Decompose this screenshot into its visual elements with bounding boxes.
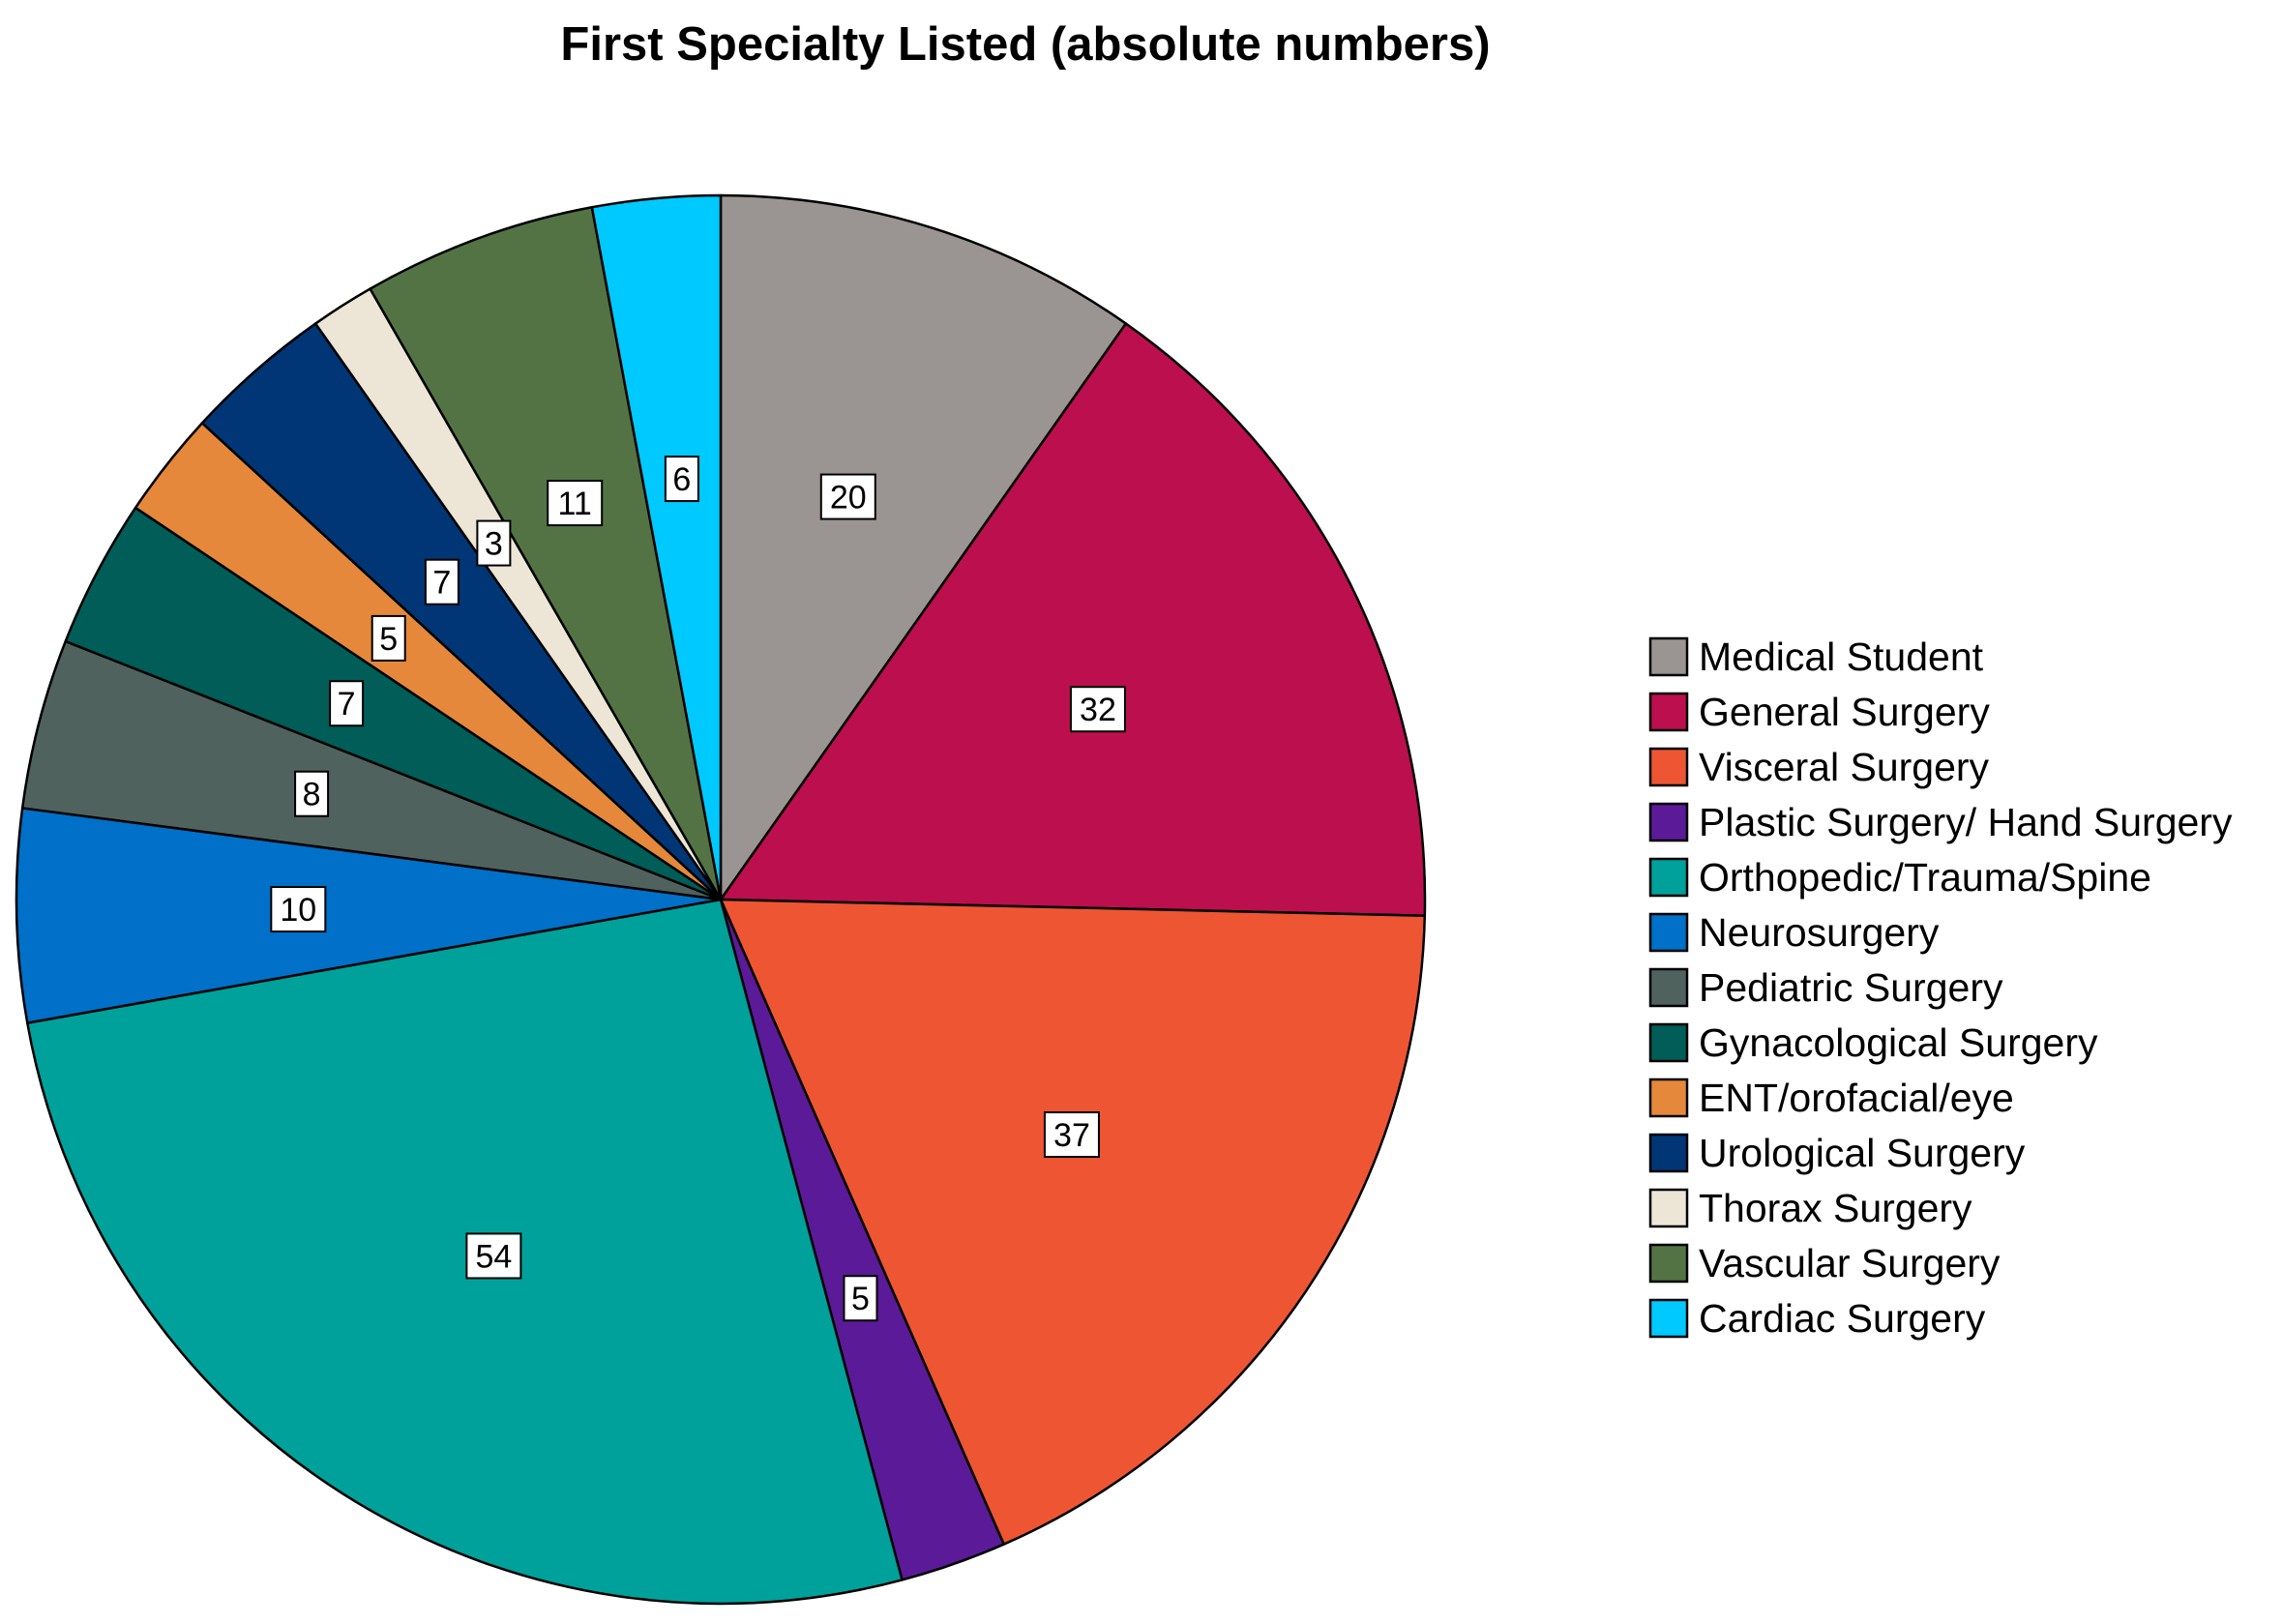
- data-label-box: [547, 480, 604, 527]
- data-label-box: [664, 456, 699, 503]
- data-label-box: [843, 1275, 878, 1322]
- data-label-urological-surgery: 7: [424, 558, 460, 605]
- legend-label: Plastic Surgery/ Hand Surgery: [1699, 800, 2233, 844]
- data-label-box: [270, 886, 327, 933]
- data-label-value: 54: [475, 1238, 512, 1275]
- data-label-value: 6: [672, 461, 691, 498]
- data-label-pediatric-surgery: 8: [294, 770, 330, 817]
- legend-label: Visceral Surgery: [1699, 745, 1990, 789]
- data-label-neurosurgery: 10: [270, 886, 327, 933]
- data-label-orthopedic-trauma-spine: 54: [465, 1232, 522, 1280]
- data-label-box: [424, 558, 460, 605]
- data-label-gynacological-surgery: 7: [329, 680, 365, 727]
- data-label-value: 20: [830, 480, 867, 517]
- legend-item-neurosurgery: Neurosurgery: [1648, 910, 1940, 955]
- legend-item-vascular-surgery: Vascular Surgery: [1648, 1241, 2001, 1285]
- legend-label: Thorax Surgery: [1699, 1186, 1972, 1230]
- legend-swatch: [1648, 1022, 1689, 1063]
- data-label-value: 37: [1053, 1117, 1090, 1154]
- legend-swatch: [1648, 967, 1689, 1008]
- chart-title: First Specialty Listed (absolute numbers…: [560, 18, 1490, 71]
- pie-slice-cardiac-surgery: [590, 193, 723, 901]
- pie-slice-orthopedic-trauma-spine: [26, 898, 904, 1606]
- legend-swatch: [1648, 692, 1689, 732]
- data-label-box: [329, 680, 365, 727]
- data-label-value: 5: [851, 1281, 870, 1317]
- legend-item-visceral-surgery: Visceral Surgery: [1648, 745, 1990, 789]
- data-label-box: [371, 614, 406, 662]
- data-label-cardiac-surgery: 6: [664, 456, 699, 503]
- legend-swatch: [1648, 636, 1689, 677]
- data-label-value: 7: [338, 686, 356, 723]
- legend: Medical Student General Surgery Visceral S…: [1648, 635, 2233, 1341]
- data-label-box: [1069, 686, 1126, 733]
- pie-slice-neurosurgery: [15, 807, 723, 1024]
- data-label-value: 5: [379, 621, 398, 658]
- legend-label: General Surgery: [1699, 690, 1990, 734]
- legend-item-gynacological-surgery: Gynacological Surgery: [1648, 1020, 2098, 1065]
- pie-slices: [15, 193, 1427, 1606]
- legend-swatch: [1648, 1243, 1689, 1284]
- data-label-visceral-surgery: 37: [1043, 1111, 1100, 1159]
- data-label-value: 3: [485, 526, 503, 563]
- legend-label: ENT/orofacial/eye: [1699, 1076, 2014, 1120]
- legend-item-pediatric-surgery: Pediatric Surgery: [1648, 965, 2003, 1010]
- legend-swatch: [1648, 1078, 1689, 1118]
- data-label-value: 7: [432, 565, 451, 602]
- data-label-vascular-surgery: 11: [547, 480, 604, 527]
- legend-item-ent-orofacial-eye: ENT/orofacial/eye: [1648, 1076, 2014, 1120]
- data-label-ent-orofacial-eye: 5: [371, 614, 406, 662]
- data-label-value: 8: [303, 777, 321, 813]
- legend-swatch: [1648, 1188, 1689, 1228]
- legend-swatch: [1648, 747, 1689, 787]
- legend-item-thorax-surgery: Thorax Surgery: [1648, 1186, 1972, 1230]
- data-label-thorax-surgery: 3: [476, 519, 512, 567]
- legend-label: Urological Surgery: [1699, 1131, 2026, 1175]
- legend-item-plastic-surgery-hand-surgery: Plastic Surgery/ Hand Surgery: [1648, 800, 2233, 844]
- data-label-general-surgery: 32: [1069, 686, 1126, 733]
- legend-swatch: [1648, 1133, 1689, 1173]
- legend-item-general-surgery: General Surgery: [1648, 690, 1990, 734]
- legend-label: Cardiac Surgery: [1699, 1296, 1986, 1341]
- pie-slice-vascular-surgery: [369, 206, 723, 901]
- data-label-value: 32: [1080, 692, 1116, 728]
- data-label-box: [476, 519, 512, 567]
- legend-item-cardiac-surgery: Cardiac Surgery: [1648, 1296, 1986, 1341]
- legend-label: Pediatric Surgery: [1699, 965, 2003, 1010]
- data-label-box: [819, 473, 876, 520]
- data-label-box: [1043, 1111, 1100, 1159]
- legend-label: Medical Student: [1699, 635, 1984, 679]
- data-label-box: [294, 770, 330, 817]
- legend-label: Gynacological Surgery: [1699, 1020, 2098, 1065]
- data-label-value: 11: [558, 486, 592, 522]
- legend-item-medical-student: Medical Student: [1648, 635, 1984, 679]
- data-label-medical-student: 20: [819, 473, 876, 520]
- pie-slice-general-surgery: [719, 322, 1427, 917]
- legend-label: Orthopedic/Trauma/Spine: [1699, 855, 2151, 900]
- legend-label: Neurosurgery: [1699, 910, 1940, 955]
- pie-slice-medical-student: [719, 193, 1128, 901]
- data-label-value: 10: [280, 892, 316, 929]
- legend-label: Vascular Surgery: [1699, 1241, 2001, 1285]
- data-label-plastic-surgery-hand-surgery: 5: [843, 1275, 878, 1322]
- legend-item-orthopedic-trauma-spine: Orthopedic/Trauma/Spine: [1648, 855, 2151, 900]
- pie-slice-visceral-surgery: [719, 898, 1427, 1546]
- data-label-box: [465, 1232, 522, 1280]
- legend-swatch: [1648, 857, 1689, 898]
- legend-swatch: [1648, 802, 1689, 842]
- legend-item-urological-surgery: Urological Surgery: [1648, 1131, 2026, 1175]
- legend-swatch: [1648, 912, 1689, 953]
- legend-swatch: [1648, 1298, 1689, 1339]
